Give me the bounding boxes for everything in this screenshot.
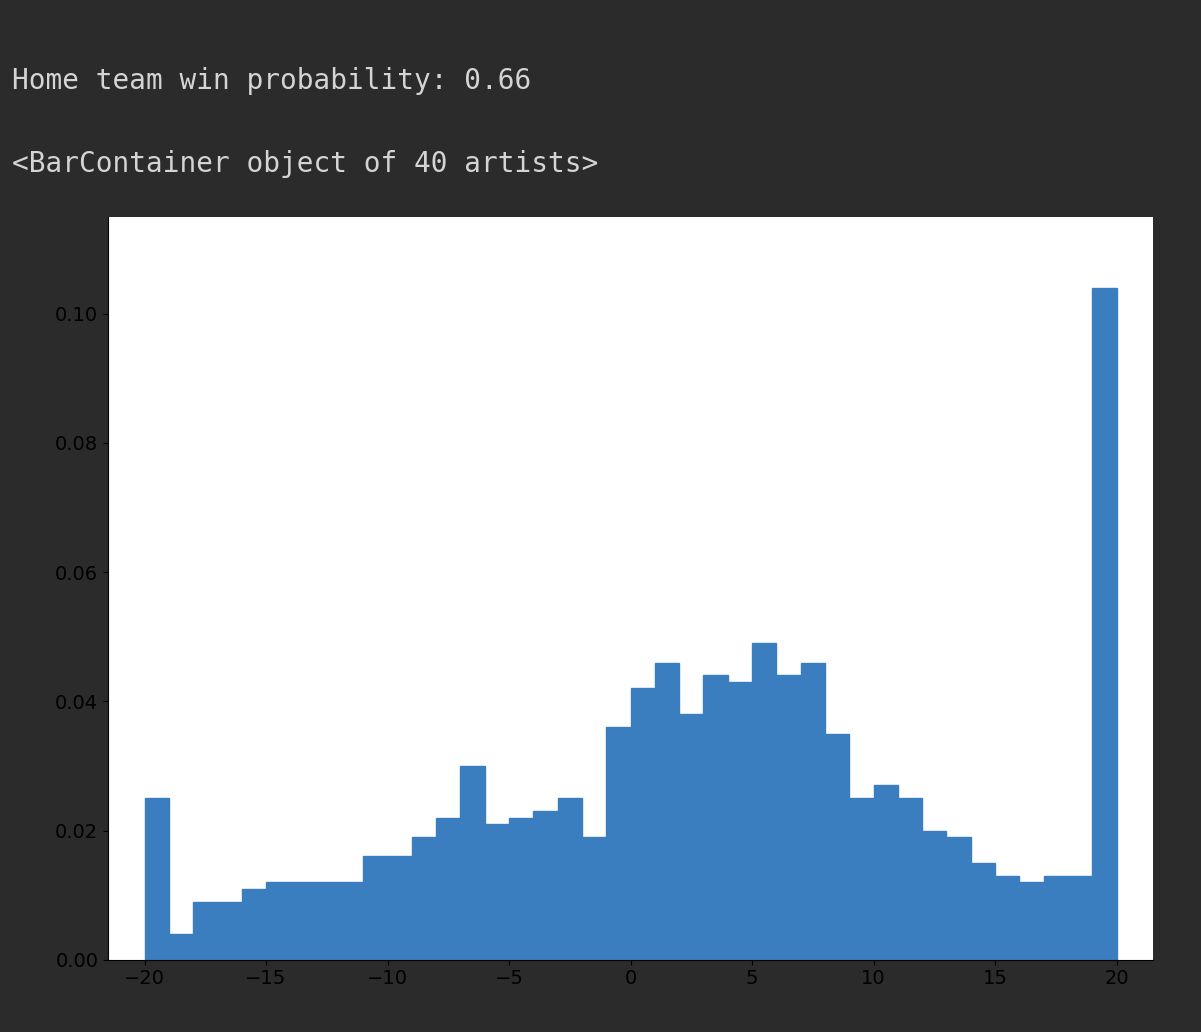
Bar [1068, 876, 1092, 960]
Bar [217, 902, 241, 960]
Bar [801, 663, 825, 960]
Bar [460, 766, 485, 960]
Bar [557, 798, 582, 960]
Bar [970, 863, 994, 960]
Bar [485, 825, 509, 960]
Bar [436, 817, 460, 960]
Bar [825, 734, 849, 960]
Bar [291, 882, 315, 960]
Bar [315, 882, 339, 960]
Bar [533, 811, 557, 960]
Bar [752, 643, 776, 960]
Bar [1044, 876, 1068, 960]
Bar [412, 837, 436, 960]
Bar [1092, 288, 1117, 960]
Bar [193, 902, 217, 960]
Bar [728, 682, 752, 960]
Bar [873, 785, 898, 960]
Bar [144, 798, 169, 960]
Bar [339, 882, 363, 960]
Bar [655, 663, 679, 960]
Bar [631, 688, 655, 960]
Bar [388, 857, 412, 960]
Bar [849, 798, 873, 960]
Bar [509, 817, 533, 960]
Bar [704, 676, 728, 960]
Bar [582, 837, 607, 960]
Bar [267, 882, 291, 960]
Bar [922, 831, 946, 960]
Bar [241, 889, 267, 960]
Text: <BarContainer object of 40 artists>: <BarContainer object of 40 artists> [12, 150, 598, 178]
Bar [946, 837, 970, 960]
Bar [1020, 882, 1044, 960]
Bar [776, 676, 801, 960]
Bar [363, 857, 388, 960]
Text: Home team win probability: 0.66: Home team win probability: 0.66 [12, 67, 531, 95]
Bar [607, 728, 631, 960]
Bar [994, 876, 1020, 960]
Bar [898, 798, 922, 960]
Bar [169, 934, 193, 960]
Bar [679, 714, 704, 960]
